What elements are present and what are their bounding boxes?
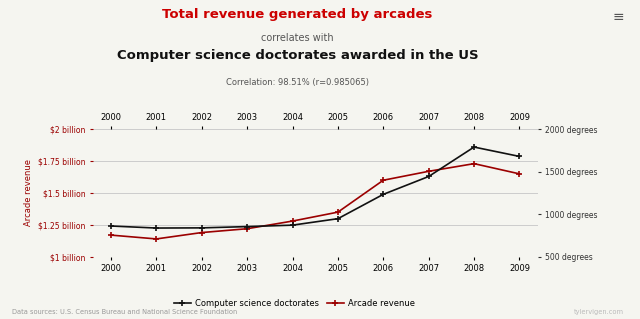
- Text: Data sources: U.S. Census Bureau and National Science Foundation: Data sources: U.S. Census Bureau and Nat…: [12, 309, 237, 315]
- Text: correlates with: correlates with: [261, 33, 334, 43]
- Text: ≡: ≡: [613, 10, 625, 24]
- Text: Computer science doctorates awarded in the US: Computer science doctorates awarded in t…: [116, 49, 479, 63]
- Text: tylervigen.com: tylervigen.com: [574, 309, 624, 315]
- Text: Total revenue generated by arcades: Total revenue generated by arcades: [163, 8, 433, 21]
- Y-axis label: Arcade revenue: Arcade revenue: [24, 160, 33, 226]
- Legend: Computer science doctorates, Arcade revenue: Computer science doctorates, Arcade reve…: [171, 296, 418, 312]
- Text: Correlation: 98.51% (r=0.985065): Correlation: 98.51% (r=0.985065): [226, 78, 369, 87]
